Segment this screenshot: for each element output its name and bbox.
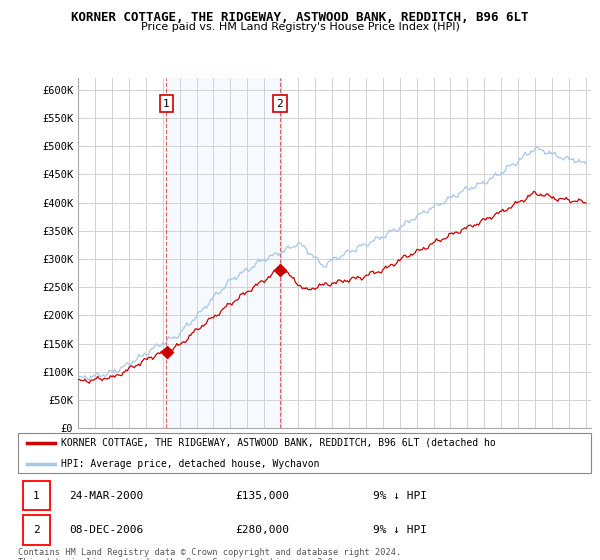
Text: 08-DEC-2006: 08-DEC-2006 [70, 525, 144, 535]
Text: Price paid vs. HM Land Registry's House Price Index (HPI): Price paid vs. HM Land Registry's House … [140, 22, 460, 32]
FancyBboxPatch shape [23, 515, 50, 544]
Text: £135,000: £135,000 [236, 491, 290, 501]
Text: 9% ↓ HPI: 9% ↓ HPI [373, 491, 427, 501]
Bar [166, 78, 280, 428]
Text: Contains HM Land Registry data © Crown copyright and database right 2024.
This d: Contains HM Land Registry data © Crown c… [18, 548, 401, 560]
FancyBboxPatch shape [18, 433, 591, 473]
Text: £280,000: £280,000 [236, 525, 290, 535]
Text: 1: 1 [33, 491, 40, 501]
Text: KORNER COTTAGE, THE RIDGEWAY, ASTWOOD BANK, REDDITCH, B96 6LT: KORNER COTTAGE, THE RIDGEWAY, ASTWOOD BA… [71, 11, 529, 24]
Text: 2: 2 [277, 99, 283, 109]
Text: 9% ↓ HPI: 9% ↓ HPI [373, 525, 427, 535]
Text: 1: 1 [163, 99, 170, 109]
Text: KORNER COTTAGE, THE RIDGEWAY, ASTWOOD BANK, REDDITCH, B96 6LT (detached ho: KORNER COTTAGE, THE RIDGEWAY, ASTWOOD BA… [61, 438, 496, 448]
Text: 2: 2 [33, 525, 40, 535]
FancyBboxPatch shape [23, 481, 50, 510]
Text: HPI: Average price, detached house, Wychavon: HPI: Average price, detached house, Wych… [61, 459, 319, 469]
Text: 24-MAR-2000: 24-MAR-2000 [70, 491, 144, 501]
